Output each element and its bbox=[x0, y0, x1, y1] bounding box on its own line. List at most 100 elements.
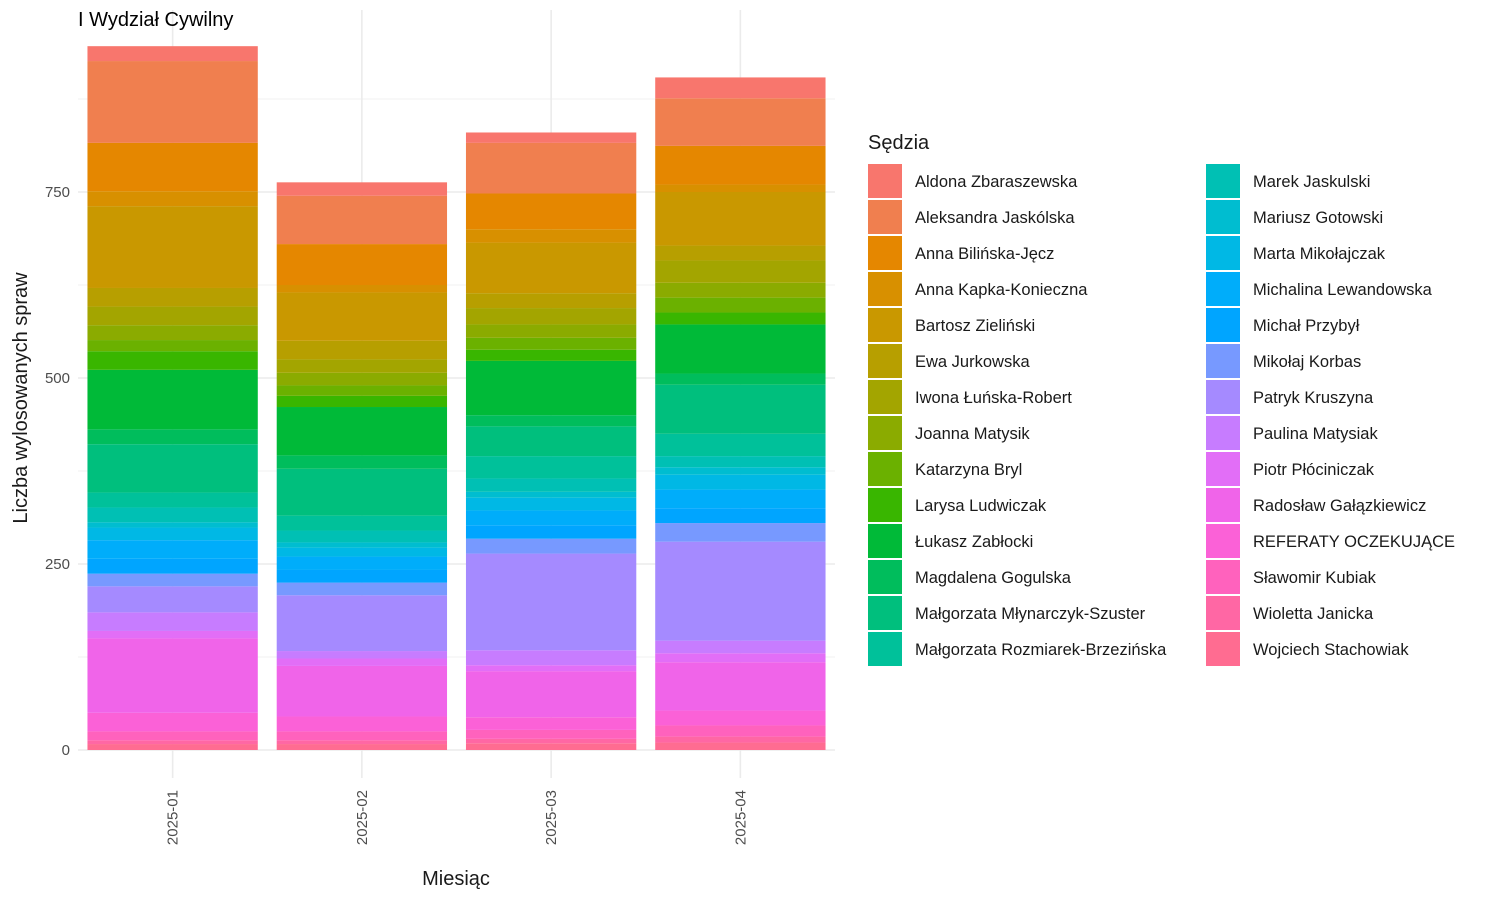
bar-segment bbox=[465, 229, 637, 243]
bar-segment bbox=[465, 360, 637, 416]
bar-segment bbox=[276, 716, 448, 732]
bar-segment bbox=[87, 429, 258, 445]
legend-swatch bbox=[868, 380, 902, 414]
bar-segment bbox=[655, 474, 826, 490]
legend-label: Wojciech Stachowiak bbox=[1253, 641, 1409, 659]
bar-segment bbox=[276, 542, 448, 548]
legend-label: Marek Jaskulski bbox=[1253, 173, 1370, 191]
bar-segment bbox=[87, 586, 258, 613]
bar-segment bbox=[465, 491, 637, 498]
bar-segment bbox=[87, 522, 258, 528]
bar-segment bbox=[655, 245, 826, 261]
bar-segment bbox=[276, 731, 448, 741]
bar-segment bbox=[655, 324, 826, 374]
bar-segment bbox=[276, 658, 448, 666]
bar-segment bbox=[276, 359, 448, 373]
bar-segment bbox=[655, 541, 826, 641]
y-tick-label: 0 bbox=[62, 742, 70, 759]
legend-swatch bbox=[868, 344, 902, 378]
bar-segment bbox=[465, 293, 637, 309]
bar-segment bbox=[655, 260, 826, 283]
legend-swatch bbox=[1206, 380, 1240, 414]
bar-segment bbox=[655, 145, 826, 185]
bar-segment bbox=[276, 569, 448, 583]
bar-segment bbox=[87, 287, 258, 307]
legend-swatch bbox=[1206, 452, 1240, 486]
bar-segment bbox=[276, 582, 448, 596]
bar-segment bbox=[465, 337, 637, 350]
legend-label: Patryk Kruszyna bbox=[1253, 389, 1374, 407]
legend-label: Aleksandra Jaskólska bbox=[915, 209, 1075, 227]
bar-segment bbox=[465, 650, 637, 666]
bar-segment bbox=[465, 717, 637, 730]
bar-segment bbox=[276, 455, 448, 469]
legend-swatch bbox=[1206, 596, 1240, 630]
bar-segment bbox=[655, 662, 826, 711]
legend-swatch bbox=[868, 200, 902, 234]
bar-segment bbox=[465, 478, 637, 492]
y-tick-label: 250 bbox=[45, 556, 70, 573]
bar-segment bbox=[276, 292, 448, 341]
x-tick-label: 2025-02 bbox=[354, 790, 371, 845]
legend-swatch bbox=[1206, 344, 1240, 378]
x-tick-label: 2025-01 bbox=[165, 790, 182, 845]
legend-label: Iwona Łuńska-Robert bbox=[915, 389, 1072, 407]
bar-segment bbox=[276, 530, 448, 543]
legend-swatch bbox=[868, 524, 902, 558]
bar-segment bbox=[87, 191, 258, 207]
bar-segment bbox=[87, 712, 258, 732]
bar-segment bbox=[87, 507, 258, 523]
bar-segment bbox=[465, 415, 637, 427]
bar-segment bbox=[276, 515, 448, 531]
bar-segment bbox=[276, 556, 448, 570]
bar-segment bbox=[276, 385, 448, 396]
bar-segment bbox=[87, 61, 258, 143]
legend-swatch bbox=[868, 308, 902, 342]
bar-segment bbox=[87, 306, 258, 326]
bar-segment bbox=[276, 740, 448, 745]
bar-segment bbox=[87, 369, 258, 430]
bar-segment bbox=[276, 195, 448, 245]
legend-label: Mariusz Gotowski bbox=[1253, 209, 1383, 227]
bar-segment bbox=[276, 395, 448, 408]
bar-segment bbox=[655, 192, 826, 246]
bar-segment bbox=[87, 444, 258, 493]
bar-segment bbox=[87, 46, 258, 62]
legend-swatch bbox=[1206, 200, 1240, 234]
bar-segment bbox=[276, 285, 448, 293]
bar-segment bbox=[655, 523, 826, 542]
bar-segment bbox=[655, 184, 826, 192]
legend-label: Joanna Matysik bbox=[915, 425, 1030, 443]
bar-segment bbox=[465, 510, 637, 526]
bar-segment bbox=[276, 468, 448, 516]
legend-label: Paulina Matysiak bbox=[1253, 425, 1378, 443]
bar-segment bbox=[465, 242, 637, 294]
x-tick-label: 2025-03 bbox=[543, 790, 560, 845]
bar-segment bbox=[465, 729, 637, 739]
y-tick-label: 750 bbox=[45, 184, 70, 201]
bar-segment bbox=[87, 573, 258, 587]
bar-segment bbox=[276, 665, 448, 717]
bar-segment bbox=[655, 489, 826, 509]
legend-label: Mikołaj Korbas bbox=[1253, 353, 1361, 371]
bars-layer bbox=[87, 46, 826, 750]
legend-label: Piotr Płóciniczak bbox=[1253, 461, 1375, 479]
bar-segment bbox=[465, 349, 637, 361]
legend-swatch bbox=[868, 596, 902, 630]
legend-label: Marta Mikołajczak bbox=[1253, 245, 1386, 263]
bar-segment bbox=[655, 384, 826, 434]
legend-swatch bbox=[1206, 236, 1240, 270]
bar-segment bbox=[276, 372, 448, 386]
legend-swatch bbox=[868, 236, 902, 270]
bar-segment bbox=[465, 193, 637, 230]
y-tick-label: 500 bbox=[45, 370, 70, 387]
bar-segment bbox=[655, 77, 826, 99]
bar-segment bbox=[87, 142, 258, 192]
legend-label: Bartosz Zieliński bbox=[915, 317, 1035, 335]
bar-segment bbox=[465, 324, 637, 338]
legend-label: Wioletta Janicka bbox=[1253, 605, 1374, 623]
bar-segment bbox=[276, 244, 448, 285]
bar-segment bbox=[465, 538, 637, 554]
legend-swatch bbox=[1206, 524, 1240, 558]
bar-segment bbox=[87, 612, 258, 631]
